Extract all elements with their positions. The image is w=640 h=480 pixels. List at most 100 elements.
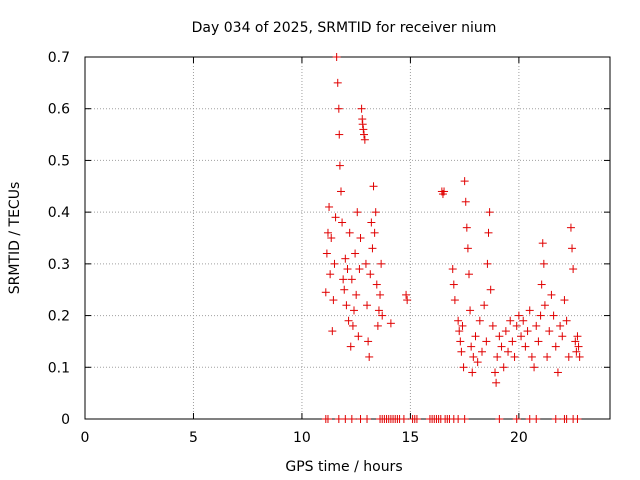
data-point (378, 311, 387, 320)
data-point (367, 218, 376, 227)
data-point (519, 316, 528, 325)
zero-data-point (347, 415, 356, 423)
x-tick-label: 0 (81, 430, 90, 446)
zero-data-point (495, 415, 504, 423)
data-point (456, 337, 465, 346)
y-tick-label: 0 (61, 412, 70, 428)
y-tick-label: 0.1 (48, 360, 70, 376)
data-point (341, 254, 350, 263)
data-point (373, 321, 382, 330)
data-point (440, 187, 449, 196)
data-point (508, 337, 517, 346)
data-point (450, 296, 459, 305)
data-point (332, 53, 341, 61)
data-point (352, 290, 361, 299)
data-point (566, 223, 575, 232)
data-point (527, 352, 536, 361)
data-point (573, 332, 582, 341)
data-point (485, 208, 494, 217)
y-tick-label: 0.2 (48, 309, 70, 325)
data-point (371, 208, 380, 217)
data-point (374, 306, 383, 315)
data-point (322, 249, 331, 258)
x-tick-label: 20 (510, 430, 528, 446)
data-point (335, 161, 344, 170)
data-point (363, 301, 372, 310)
data-point (348, 321, 357, 330)
data-point (354, 332, 363, 341)
grid (85, 57, 610, 419)
data-point (506, 316, 515, 325)
data-point (370, 228, 379, 237)
axes: 0 0.1 0.2 0.3 0.4 0.5 0.6 0.7 0 5 10 15 20 (48, 50, 610, 446)
data-point (468, 368, 477, 377)
data-point (460, 177, 469, 186)
data-point (523, 327, 532, 336)
data-point (361, 259, 370, 268)
data-point (517, 332, 526, 341)
data-point (560, 296, 569, 305)
data-point (328, 327, 337, 336)
data-point (572, 347, 581, 356)
data-point (475, 316, 484, 325)
x-tick-label: 15 (401, 430, 419, 446)
data-point (454, 316, 463, 325)
data-point (459, 363, 468, 372)
data-point (330, 259, 339, 268)
data-point (478, 347, 487, 356)
data-point (364, 337, 373, 346)
data-point (344, 316, 353, 325)
data-point (483, 259, 492, 268)
data-point (448, 265, 457, 274)
data-point (543, 352, 552, 361)
data-point (574, 342, 583, 351)
data-point (497, 342, 506, 351)
data-point (368, 244, 377, 253)
data-point (360, 135, 369, 144)
zero-data-point (460, 415, 469, 423)
data-point (536, 311, 545, 320)
data-point (464, 270, 473, 279)
data-point (457, 347, 466, 356)
data-point (510, 352, 519, 361)
data-point (325, 202, 334, 211)
data-point (357, 104, 366, 113)
y-tick-label: 0.5 (48, 153, 70, 169)
data-point (353, 208, 362, 217)
data-point (491, 368, 500, 377)
zero-data-point (412, 415, 421, 423)
data-point (356, 234, 365, 242)
data-point (514, 311, 523, 320)
data-point (558, 332, 567, 341)
data-point (569, 265, 578, 274)
data-point (365, 352, 374, 361)
data-point (359, 130, 368, 139)
data-point (553, 368, 562, 377)
data-point (534, 337, 543, 346)
x-axis-label: GPS time / hours (285, 459, 402, 475)
data-point (532, 321, 541, 330)
data-point (455, 327, 464, 336)
y-axis-label: SRMTID / TECUs (7, 182, 23, 295)
data-point (537, 280, 546, 289)
data-point (386, 319, 395, 328)
x-tick-label: 5 (189, 430, 198, 446)
zero-data-point (323, 415, 332, 423)
data-point (369, 182, 378, 191)
data-point (321, 288, 330, 297)
data-point (538, 239, 547, 248)
data-point (335, 130, 344, 139)
data-point (449, 280, 458, 289)
data-points (321, 53, 584, 423)
data-point (323, 228, 332, 237)
data-point (547, 290, 556, 299)
zero-data-point (551, 415, 560, 423)
data-point (334, 104, 343, 113)
data-point (512, 321, 521, 330)
data-point (549, 311, 558, 320)
data-point (402, 290, 411, 299)
data-point (521, 342, 530, 351)
data-point (343, 265, 352, 274)
data-point (342, 301, 351, 310)
